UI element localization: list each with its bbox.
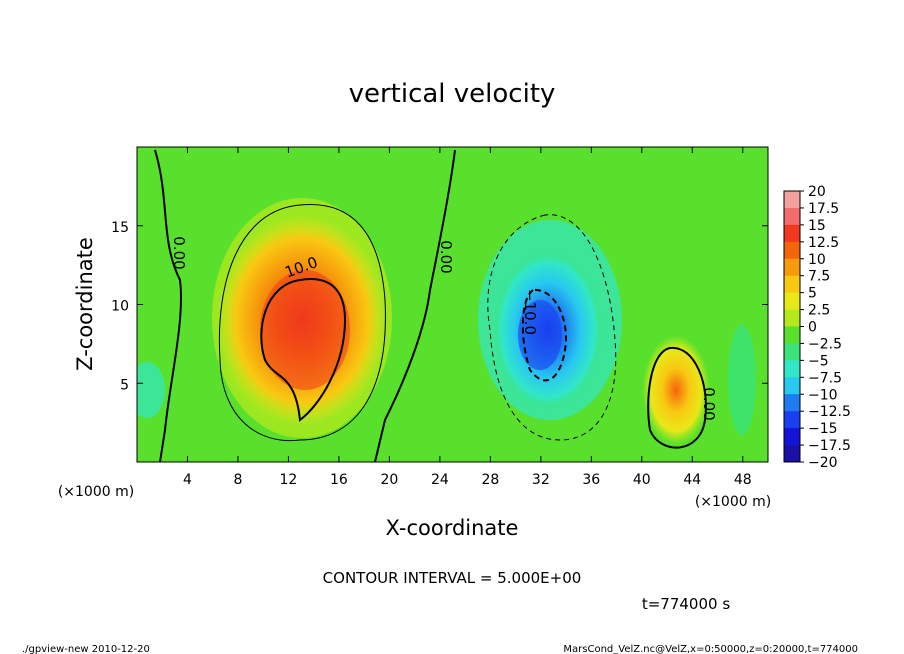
colorbar-label: 20 [808, 184, 826, 200]
y-axis-label: Z-coordinate [73, 237, 97, 371]
colorbar-swatch [784, 224, 800, 243]
colorbar-label: −17.5 [808, 438, 851, 454]
colorbar-swatch [784, 411, 800, 429]
updraft-core-right [642, 335, 710, 445]
negative-contour-10 [521, 288, 567, 382]
contour-label: 0.00 [700, 387, 718, 420]
colorbar-swatch [784, 428, 800, 446]
x-tick-label: 36 [582, 472, 600, 488]
colorbar-swatch [784, 292, 800, 311]
x-tick-label: 12 [280, 472, 298, 488]
contour-interval: CONTOUR INTERVAL = 5.000E+00 [323, 569, 582, 587]
contour-label: 0.00 [170, 236, 188, 269]
colorbar-label: −10 [808, 387, 838, 403]
contour-label: −10.0 [521, 289, 539, 335]
footer-right: MarsCond_VelZ.nc@VelZ,x=0:50000,z=0:2000… [563, 644, 858, 654]
positive-contour-10 [260, 278, 347, 422]
colorbar-label: 17.5 [808, 201, 839, 217]
updraft-peak-left [260, 270, 350, 390]
colorbar-label: 2.5 [808, 303, 830, 319]
colorbar: 2017.51512.5107.552.50−2.5−5−7.5−10−12.5… [783, 184, 851, 471]
x-tick-label: 28 [481, 472, 499, 488]
colorbar-swatch [784, 394, 800, 412]
colorbar-swatch [784, 377, 800, 395]
colorbar-label: −5 [808, 353, 829, 369]
footer-left: ./gpview-new 2010-12-20 [22, 644, 150, 654]
x-tick-label: 40 [633, 472, 651, 488]
edge-downdraft-left [137, 362, 165, 418]
x-tick-label: 24 [431, 472, 449, 488]
colorbar-label: −2.5 [808, 336, 842, 352]
downdraft-peak [518, 300, 562, 370]
x-tick-label: 4 [183, 472, 192, 488]
x-unit-label-left: (×1000 m) [58, 484, 134, 500]
colorbar-swatch [784, 241, 800, 260]
colorbar-label: −12.5 [808, 404, 851, 420]
x-tick-label: 20 [380, 472, 398, 488]
colorbar-label: 7.5 [808, 269, 830, 285]
x-tick-label: 48 [734, 472, 752, 488]
colorbar-swatch [784, 309, 800, 327]
x-tick-label: 16 [330, 472, 348, 488]
chart-title: vertical velocity [349, 79, 556, 109]
zero-contour-right [647, 346, 707, 449]
zero-contour-left [154, 149, 182, 462]
y-tick-label: 10 [111, 299, 129, 315]
colorbar-swatch [784, 207, 800, 226]
contour-label: 0.00 [437, 240, 455, 273]
colorbar-label: 0 [808, 320, 817, 336]
colorbar-label: 10 [808, 252, 826, 268]
plot-field [137, 147, 768, 462]
y-axis-ticks: 5 10 15 [111, 220, 768, 393]
colorbar-swatch [784, 191, 800, 209]
colorbar-swatch [784, 445, 800, 463]
colorbar-swatch [784, 258, 800, 277]
x-axis-ticks: 4 8 12 16 20 24 28 32 36 40 44 48 [183, 147, 752, 488]
x-tick-label: 8 [233, 472, 242, 488]
colorbar-label: 12.5 [808, 235, 839, 251]
colorbar-label: −20 [808, 455, 838, 471]
colorbar-swatch [784, 275, 800, 294]
zero-contour-middle [374, 149, 456, 462]
negative-contour-5 [487, 214, 617, 441]
colorbar-swatch [784, 360, 800, 378]
colorbar-label: −15 [808, 421, 838, 437]
colorbar-label: −7.5 [808, 370, 842, 386]
edge-downdraft-right [728, 325, 756, 435]
x-axis-label: X-coordinate [386, 516, 519, 540]
positive-contour-5 [218, 203, 386, 442]
x-tick-label: 32 [532, 472, 550, 488]
x-unit-label-right: (×1000 m) [695, 494, 771, 510]
y-tick-label: 5 [120, 377, 129, 393]
colorbar-swatch [784, 326, 800, 344]
y-tick-label: 15 [111, 220, 129, 236]
time-stamp: t=774000 s [642, 595, 730, 613]
colorbar-label: 15 [808, 218, 826, 234]
colorbar-swatch [784, 343, 800, 361]
colorbar-label: 5 [808, 286, 817, 302]
x-tick-label: 44 [683, 472, 701, 488]
